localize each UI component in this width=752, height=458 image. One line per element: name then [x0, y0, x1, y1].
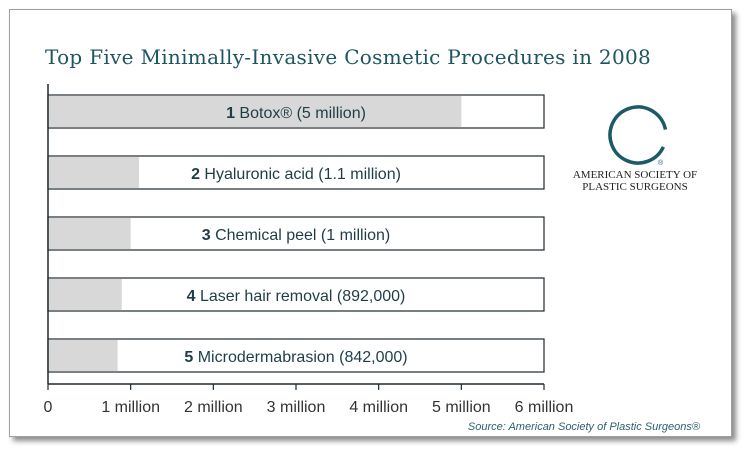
bar-label: 2 Hyaluronic acid (1.1 million) — [191, 166, 401, 183]
bar-chart: Top Five Minimally-Invasive Cosmetic Pro… — [44, 45, 701, 433]
bar-text: Microdermabrasion (842,000) — [193, 349, 407, 366]
bar — [48, 95, 462, 128]
bar-text: Chemical peel (1 million) — [211, 227, 391, 244]
bar-frame — [47, 277, 545, 312]
asps-logo: ® AMERICAN SOCIETY OF PLASTIC SURGEONS — [573, 105, 697, 193]
bar-label: 5 Microdermabrasion (842,000) — [184, 349, 407, 366]
bar — [48, 217, 131, 250]
source-note: Source: American Society of Plastic Surg… — [468, 421, 701, 433]
x-tick-label: 5 million — [432, 399, 491, 416]
bar-label: 4 Laser hair removal (892,000) — [187, 288, 406, 305]
asps-logo-icon — [608, 105, 668, 165]
x-tick-label: 2 million — [184, 399, 243, 416]
bar-frame — [47, 338, 545, 373]
logo-line-2: PLASTIC SURGEONS — [582, 181, 687, 193]
bar-text: Hyaluronic acid (1.1 million) — [200, 166, 401, 183]
bar — [48, 339, 118, 372]
x-tick-label: 1 million — [101, 399, 160, 416]
x-tick-label: 4 million — [349, 399, 408, 416]
bar-text: Botox® (5 million) — [235, 105, 366, 122]
x-tick-label: 3 million — [267, 399, 326, 416]
bar-label: 3 Chemical peel (1 million) — [202, 227, 391, 244]
bar-label: 1 Botox® (5 million) — [226, 105, 366, 122]
chart-title: Top Five Minimally-Invasive Cosmetic Pro… — [45, 45, 651, 69]
bar-rank: 1 — [226, 105, 235, 122]
bar-rank: 4 — [187, 288, 196, 305]
bar — [48, 156, 139, 189]
bar-rank: 5 — [184, 349, 193, 366]
x-axis: 0 1 million 2 million 3 million 4 million 5 m… — [44, 84, 574, 416]
bars-group: 1 Botox® (5 million) 2 Hyaluronic acid (1… — [47, 94, 545, 373]
bar-rank: 3 — [202, 227, 211, 244]
bar-frame — [47, 216, 545, 251]
registered-mark: ® — [658, 159, 664, 167]
x-tick-label: 6 million — [515, 399, 574, 416]
bar-rank: 2 — [191, 166, 200, 183]
x-tick-label: 0 — [44, 399, 53, 416]
chart-card: Top Five Minimally-Invasive Cosmetic Pro… — [9, 9, 732, 437]
bar — [48, 278, 122, 311]
logo-line-1: AMERICAN SOCIETY OF — [573, 169, 697, 181]
bar-text: Laser hair removal (892,000) — [196, 288, 406, 305]
